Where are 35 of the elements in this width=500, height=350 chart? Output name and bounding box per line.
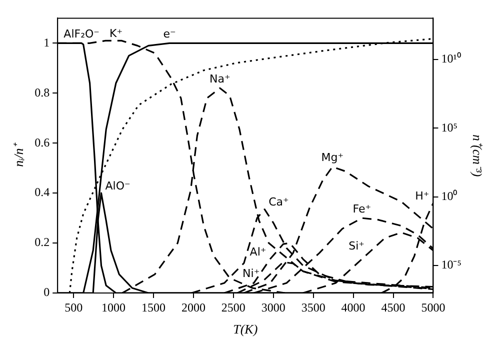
x-tick-label: 3500	[301, 300, 326, 314]
y-tick-label: 0.6	[34, 135, 50, 150]
x-axis-title: T(K)	[233, 322, 258, 337]
series-label: K⁺	[110, 27, 123, 40]
y2-tick-label: 10¹⁰	[441, 52, 461, 66]
y-tick-label: 0	[44, 285, 50, 300]
series-label: AlF₂O⁻	[64, 28, 100, 41]
series-label: Al⁺	[250, 245, 266, 258]
y-tick-label: 0.2	[34, 235, 50, 250]
series-label: AlO⁻	[105, 179, 130, 192]
y-tick-label: 0.4	[34, 185, 50, 200]
x-tick-label: 500	[64, 300, 83, 314]
y2-tick-label: 10⁰	[441, 188, 458, 203]
y-tick-label: 0.8	[34, 85, 50, 100]
y-tick-label: 1	[44, 35, 50, 50]
series-label: Ca⁺	[268, 196, 290, 209]
y2-axis-title: n⁺(cm⁻³)	[470, 134, 485, 177]
series-label: H⁺	[415, 189, 430, 202]
x-tick-label: 2500	[221, 300, 246, 314]
y2-tick-label: 10⁻⁵	[441, 258, 462, 272]
x-tick-label: 4500	[381, 300, 406, 314]
series-label: Si⁺	[348, 239, 365, 252]
x-tick-label: 2000	[181, 300, 206, 314]
series-label: Fe⁺	[352, 202, 372, 216]
series-label: Ni⁺	[242, 266, 260, 280]
y-axis-title: nᵢ/n⁺	[11, 142, 26, 167]
x-tick-label: 5000	[421, 300, 446, 314]
x-tick-label: 1000	[102, 300, 126, 314]
series-label: e⁻	[163, 28, 176, 41]
x-tick-label: 4000	[341, 300, 366, 314]
x-tick-label: 1500	[142, 300, 166, 314]
series-label: Na⁺	[210, 72, 230, 86]
y2-tick-label: 10⁵	[441, 120, 458, 134]
series-label: Mg⁺	[321, 151, 344, 164]
x-tick-label: 3000	[261, 300, 286, 314]
